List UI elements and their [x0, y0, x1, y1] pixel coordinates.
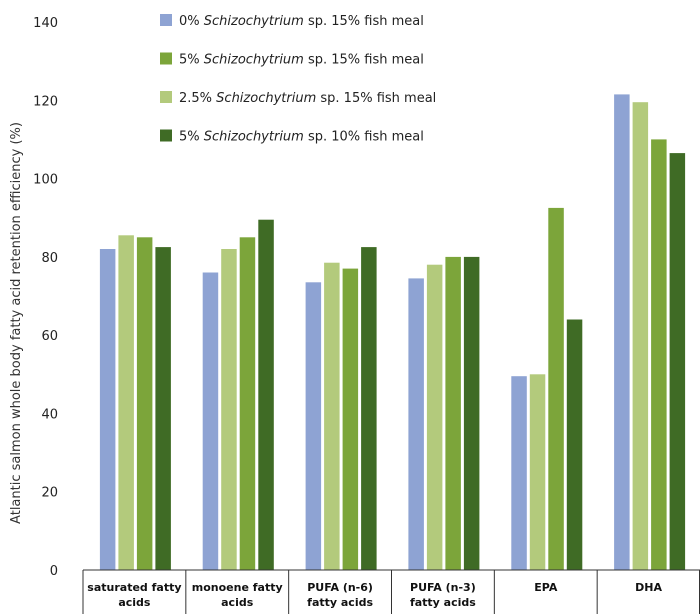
legend-label: 5% Schizochytrium sp. 15% fish meal [179, 53, 424, 68]
x-tick-label: EPA [534, 581, 558, 594]
bar-series-3-cat-3 [463, 256, 480, 570]
x-tick-label: PUFA (n-6) fatty acids [307, 581, 373, 609]
x-axis: saturated fatty acids monoene fatty acids PU… [82, 569, 700, 614]
legend-item-1: 2.5% Schizochytrium sp. 15% fish meal [160, 91, 436, 106]
x-tick-label: PUFA (n-3) fatty acids [410, 581, 476, 609]
y-tick-label: 60 [41, 329, 58, 344]
legend-swatch [160, 14, 172, 26]
bar-series-3-cat-0 [155, 247, 171, 570]
bar-series-1-cat-5 [632, 102, 649, 570]
bar-series-3-cat-2 [361, 247, 377, 570]
y-axis: 0 20 40 60 80 100 120 140 [33, 16, 58, 579]
y-axis-label: Atlantic salmon whole body fatty acid re… [9, 122, 24, 524]
bar-series-2-cat-0 [136, 237, 153, 571]
bar-series-2-cat-3 [445, 256, 461, 570]
legend-label: 0% Schizochytrium sp. 15% fish meal [179, 14, 424, 29]
bar-series-2-cat-1 [239, 237, 256, 571]
bar-series-1-cat-2 [324, 262, 340, 570]
bar-series-0-cat-4 [511, 376, 527, 570]
bar-series-2-cat-2 [342, 268, 359, 570]
bar-series-1-cat-4 [529, 374, 546, 570]
bar-series-1-cat-1 [221, 249, 237, 570]
legend-label: 5% Schizochytrium sp. 10% fish meal [179, 130, 424, 145]
x-tick-label: DHA [635, 581, 662, 594]
legend-item-2: 5% Schizochytrium sp. 15% fish meal [160, 52, 424, 68]
y-tick-label: 20 [41, 486, 58, 501]
bar-series-0-cat-1 [202, 272, 219, 570]
bar-series-0-cat-2 [305, 282, 322, 570]
bar-series-0-cat-3 [408, 278, 424, 570]
y-tick-label: 80 [41, 251, 58, 266]
x-tick-label: saturated fatty acids [87, 581, 181, 609]
bar-series-3-cat-4 [566, 319, 583, 570]
legend: 0% Schizochytrium sp. 15% fish meal 5% Sc… [160, 14, 436, 145]
legend-swatch [160, 52, 172, 65]
bar-series-0-cat-5 [614, 94, 630, 571]
x-tick-label: monoene fatty acids [192, 581, 283, 609]
bar-series-1-cat-3 [426, 264, 443, 570]
bars-layer [99, 94, 686, 571]
legend-swatch [160, 91, 172, 103]
y-tick-label: 40 [41, 407, 58, 422]
bar-series-2-cat-5 [651, 139, 667, 570]
bar-series-2-cat-4 [548, 207, 564, 570]
y-tick-label: 0 [50, 564, 58, 579]
legend-label: 2.5% Schizochytrium sp. 15% fish meal [179, 91, 436, 106]
legend-swatch [160, 129, 172, 142]
bar-series-3-cat-1 [258, 219, 274, 570]
bar-series-1-cat-0 [118, 235, 134, 571]
legend-item-3: 5% Schizochytrium sp. 10% fish meal [160, 129, 424, 145]
y-tick-label: 120 [33, 94, 58, 109]
y-tick-label: 140 [33, 16, 58, 31]
y-tick-label: 100 [33, 173, 58, 188]
legend-item-0: 0% Schizochytrium sp. 15% fish meal [160, 14, 424, 29]
bar-series-0-cat-0 [99, 249, 116, 570]
bar-series-3-cat-5 [669, 153, 686, 570]
